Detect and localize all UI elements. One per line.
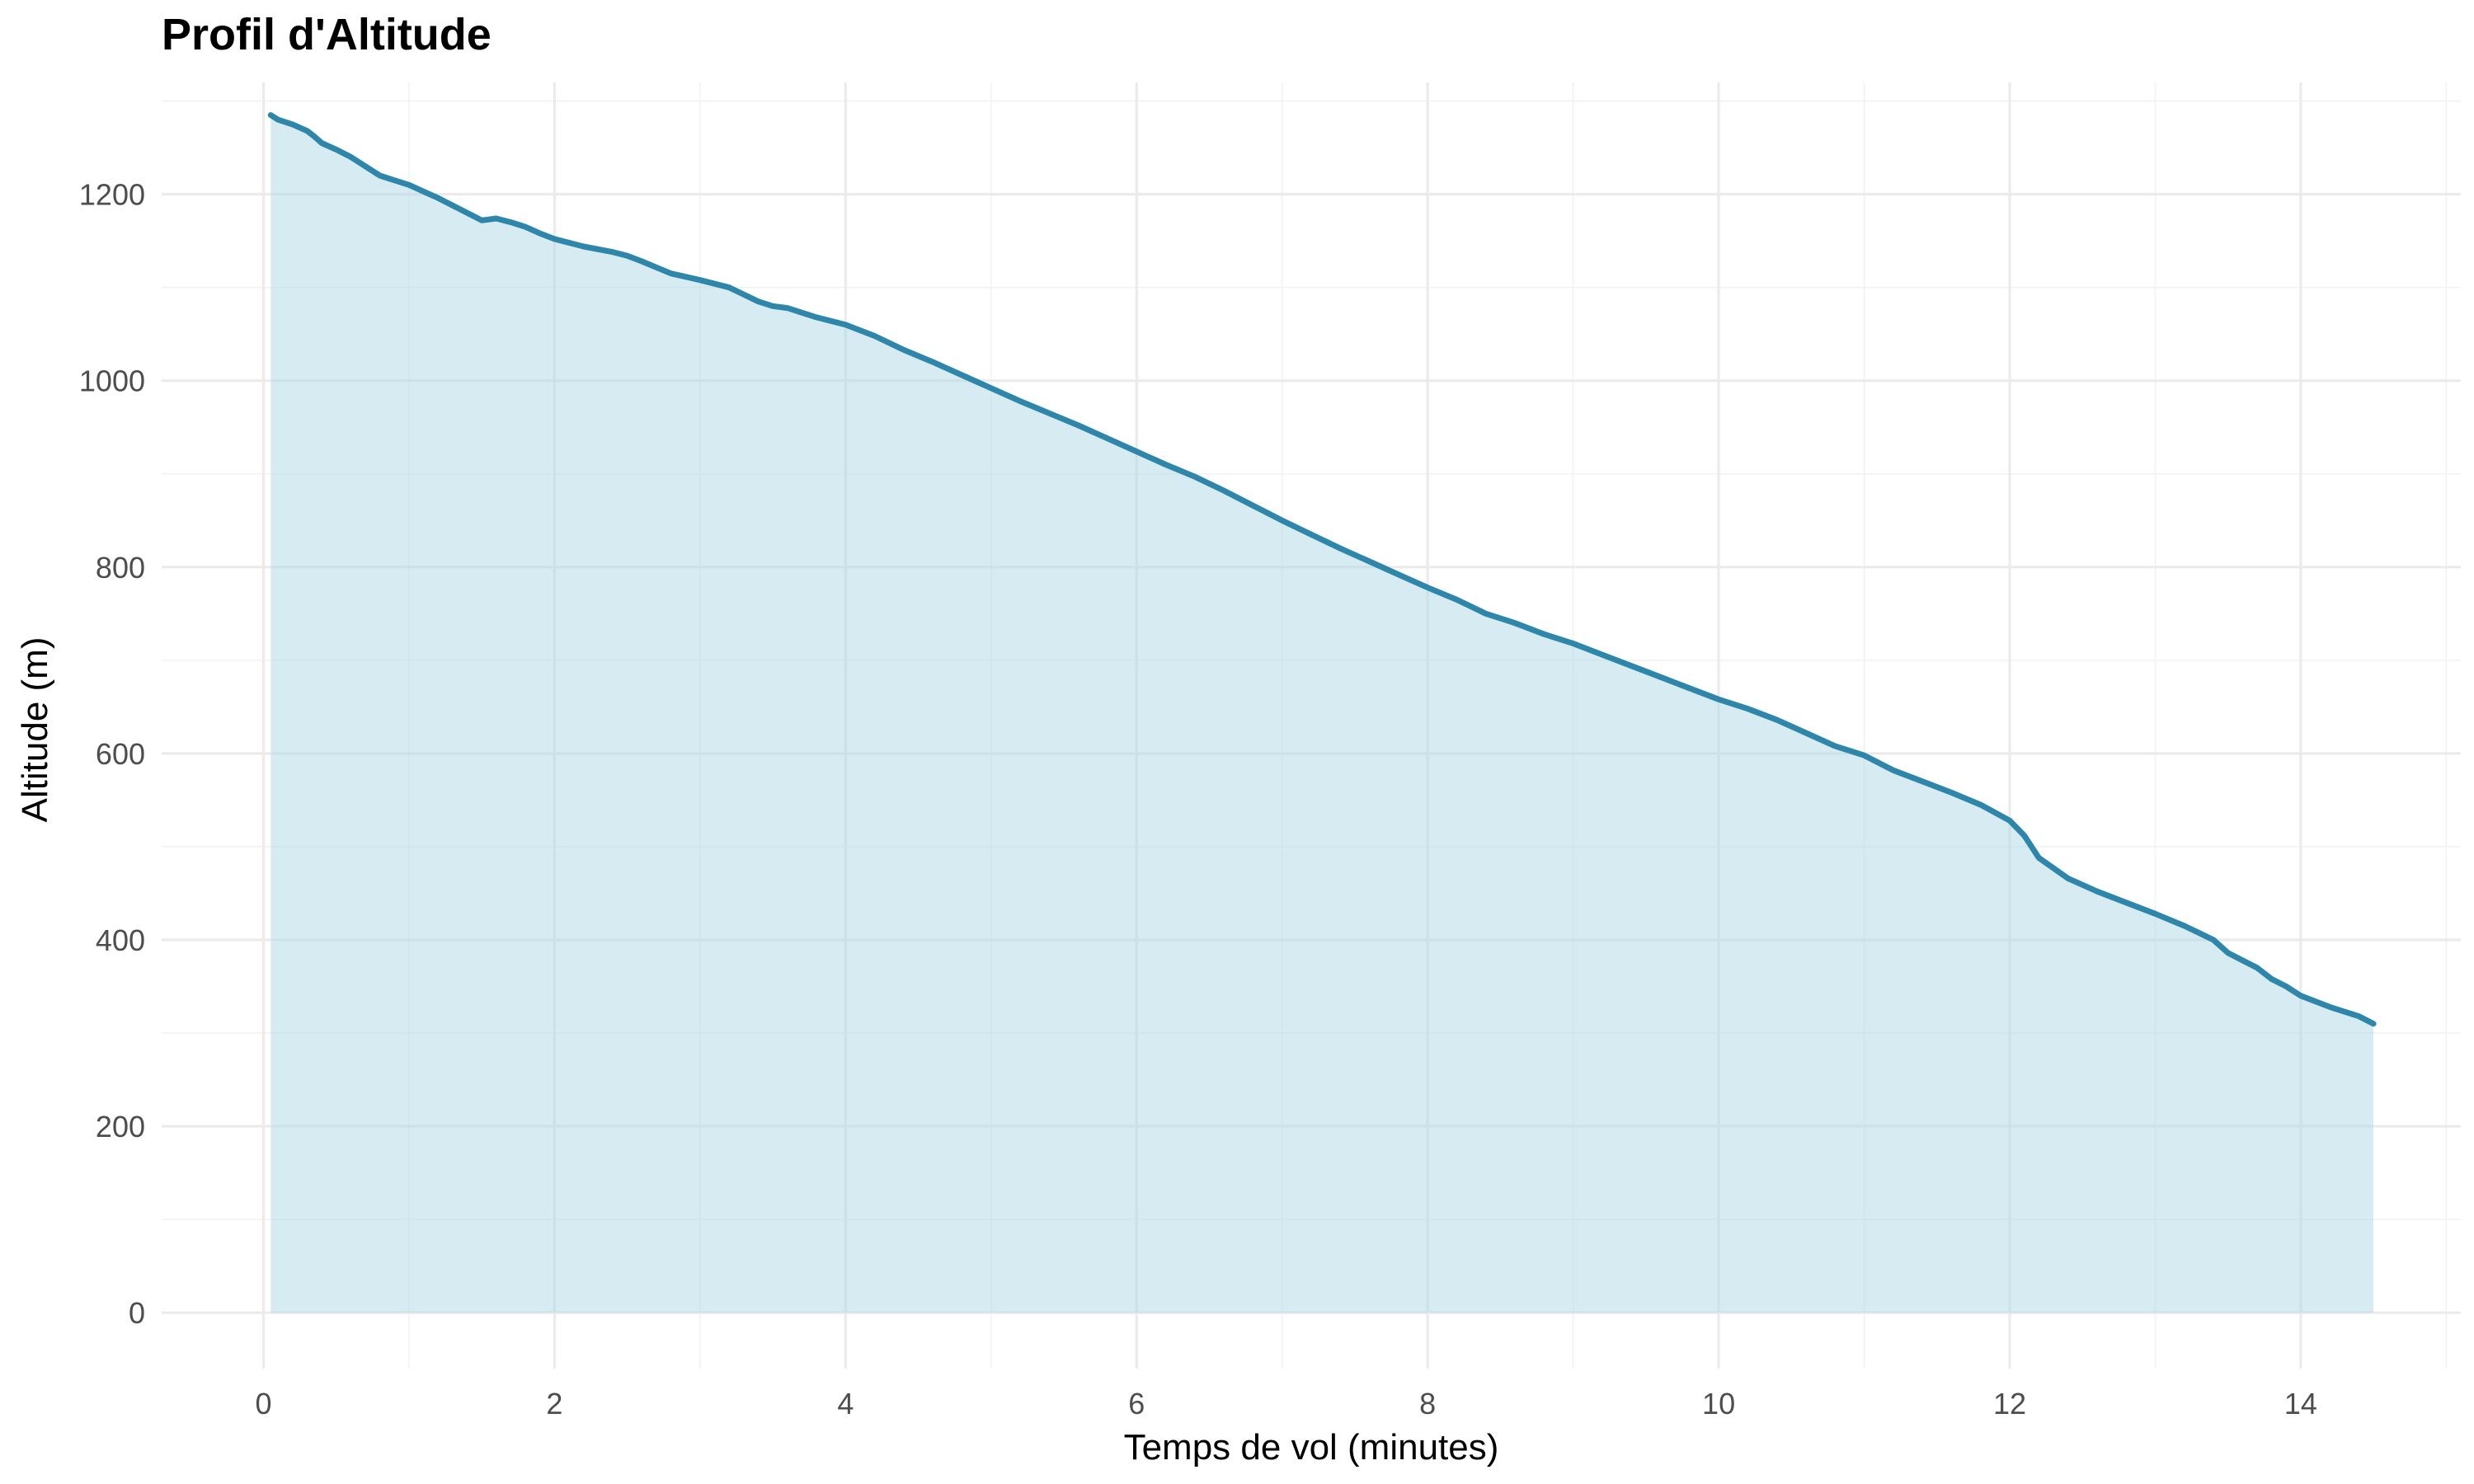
y-tick-label: 600 <box>96 737 145 771</box>
y-tick-label: 800 <box>96 551 145 585</box>
y-tick-label: 400 <box>96 923 145 957</box>
x-tick-label: 8 <box>1419 1387 1436 1421</box>
x-tick-label: 6 <box>1128 1387 1145 1421</box>
y-tick-label: 0 <box>129 1296 145 1330</box>
x-tick-label: 2 <box>546 1387 562 1421</box>
y-tick-label: 1200 <box>79 178 145 212</box>
altitude-line <box>267 112 2377 1027</box>
y-tick-label: 200 <box>96 1110 145 1144</box>
x-axis-label: Temps de vol (minutes) <box>1124 1427 1499 1468</box>
line-layer <box>267 112 2377 1027</box>
area-layer <box>270 115 2374 1313</box>
y-tick-labels: 0 200 400 600 800 1000 1200 <box>79 178 145 1331</box>
y-axis-label: Altitude (m) <box>15 637 55 823</box>
x-tick-labels: 0 2 4 6 8 10 12 14 <box>256 1387 2317 1421</box>
x-tick-label: 0 <box>256 1387 272 1421</box>
x-tick-label: 10 <box>1702 1387 1735 1421</box>
x-tick-label: 12 <box>1993 1387 2026 1421</box>
chart-title: Profil d'Altitude <box>162 10 492 59</box>
x-tick-label: 4 <box>837 1387 854 1421</box>
altitude-area <box>270 115 2374 1313</box>
x-tick-label: 14 <box>2284 1387 2317 1421</box>
y-tick-label: 1000 <box>79 364 145 398</box>
